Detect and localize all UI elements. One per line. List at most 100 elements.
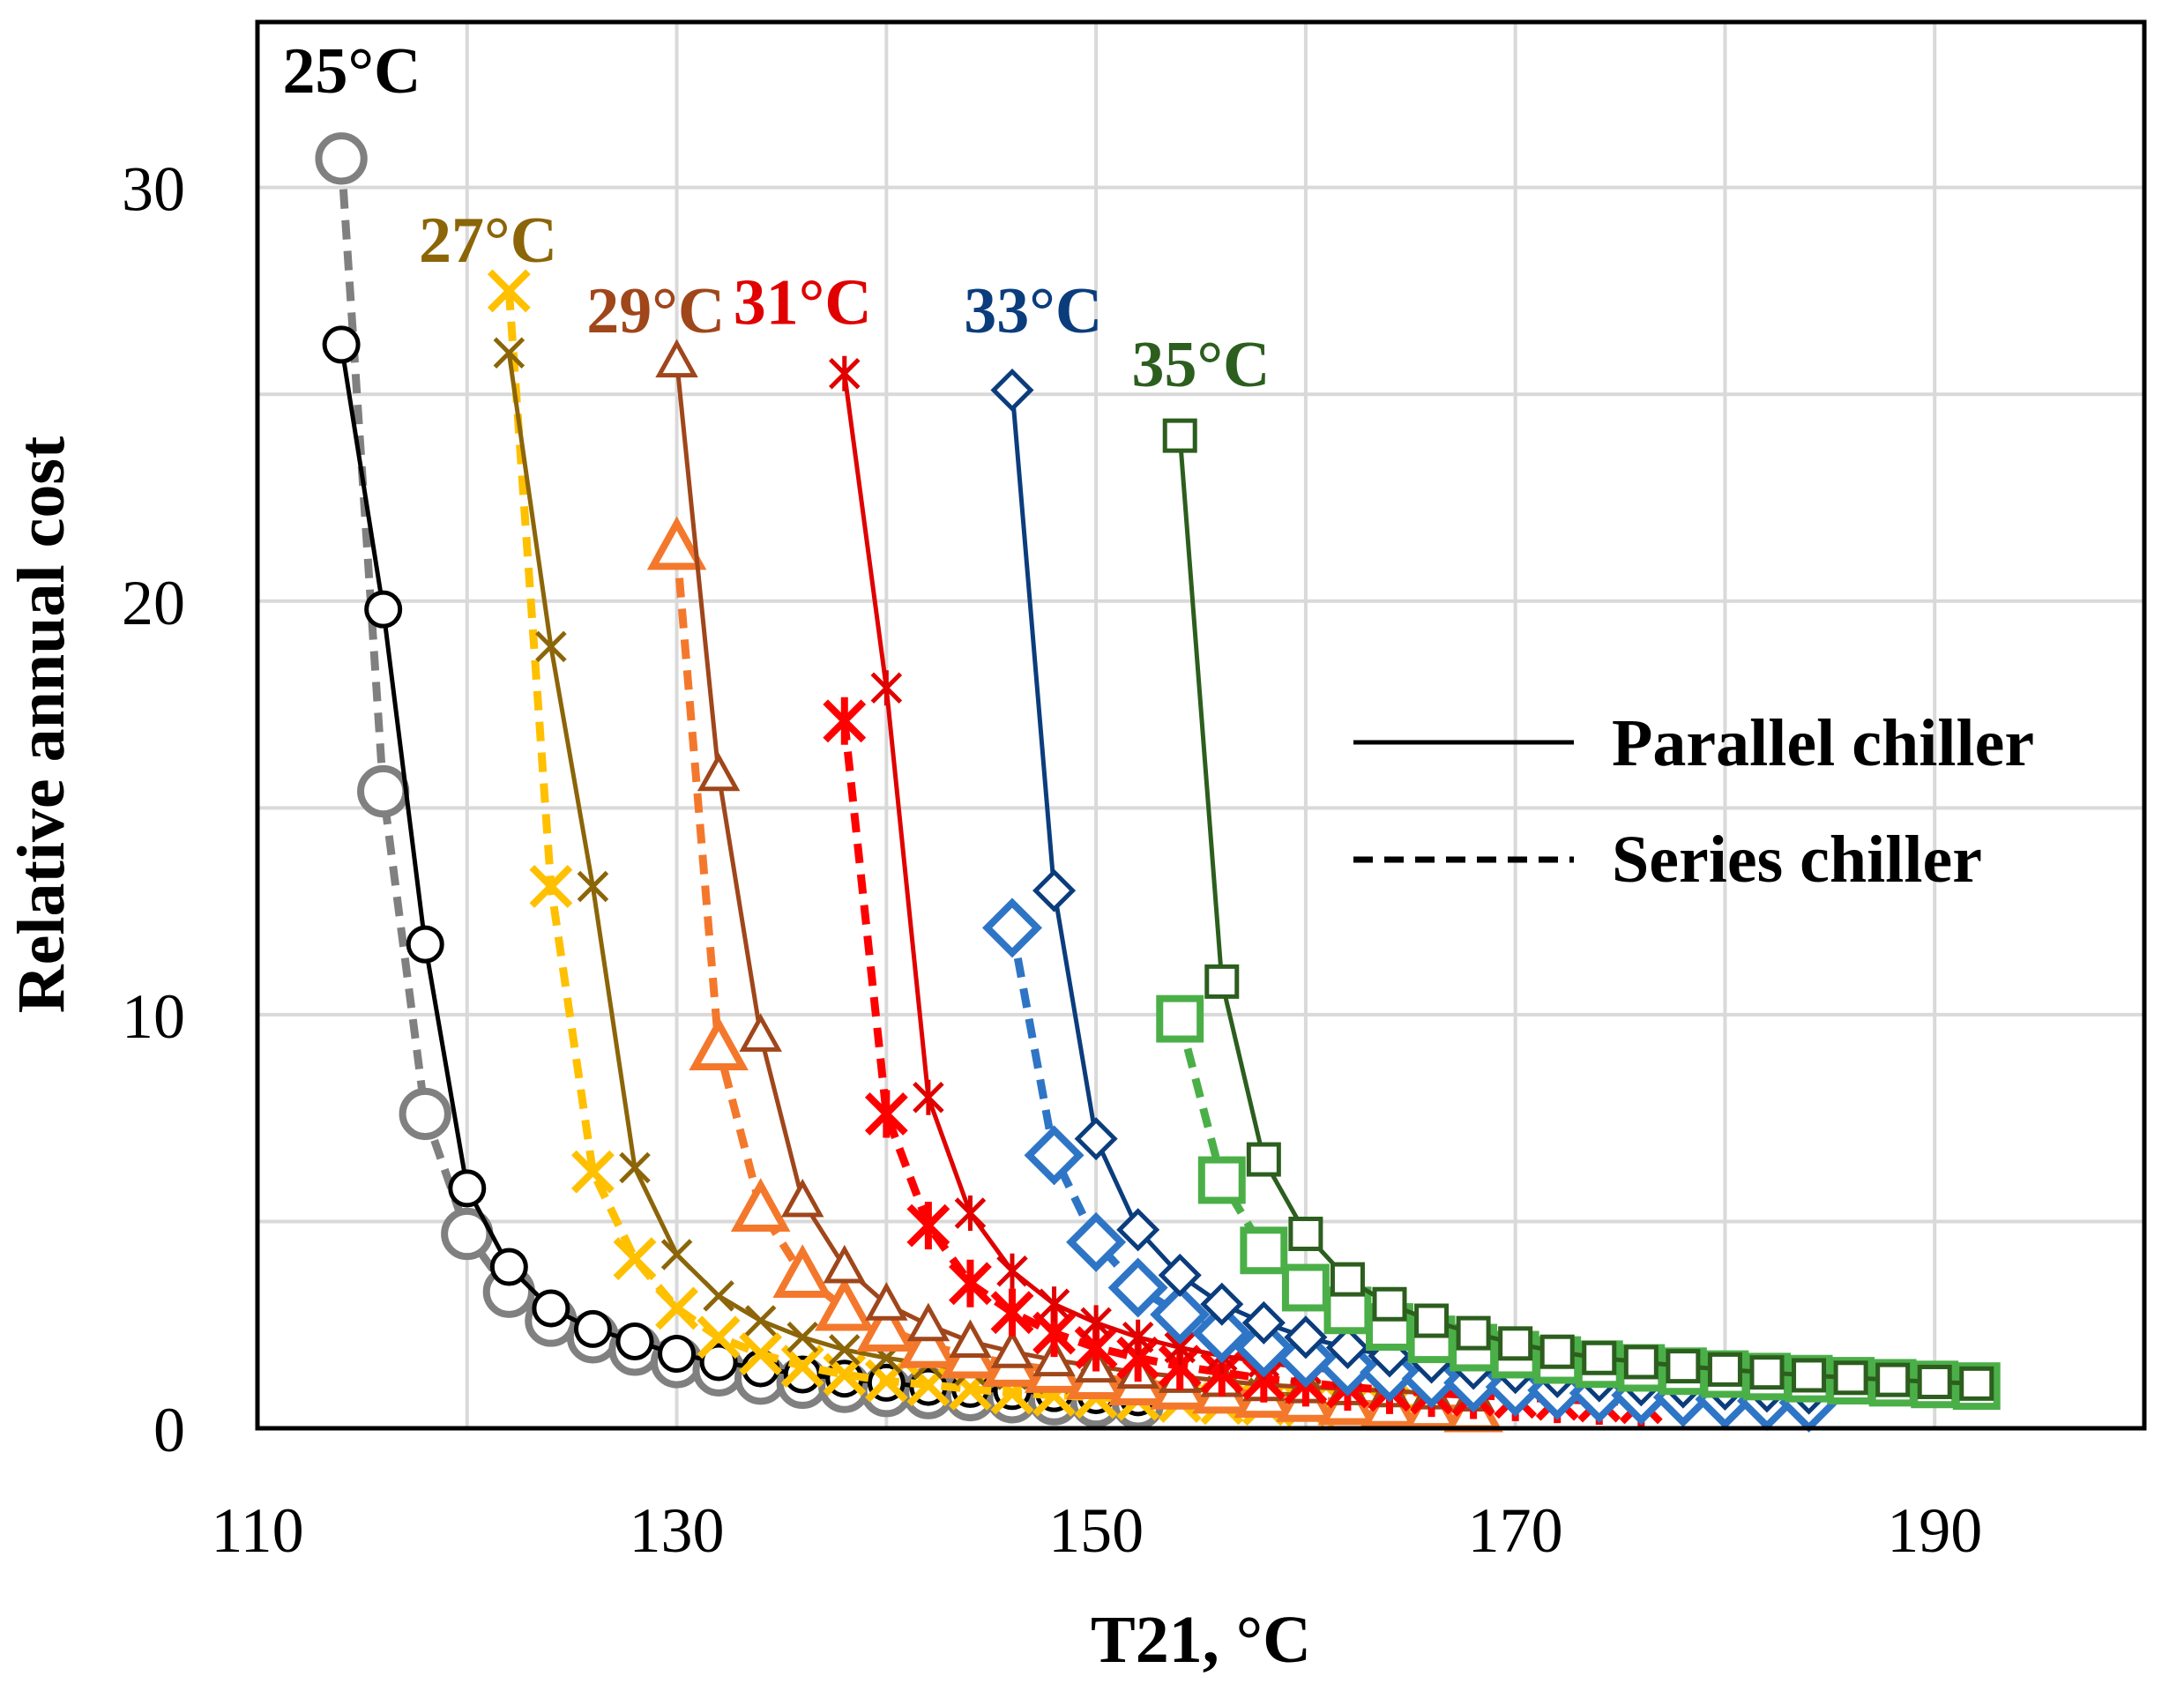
data-point: [981, 898, 1043, 958]
marker-square: [1875, 1362, 1911, 1397]
marker-square: [1372, 1286, 1407, 1322]
marker-diamond: [1241, 1300, 1286, 1345]
data-point: [1246, 1142, 1281, 1177]
marker-asterisk: [996, 1253, 1028, 1289]
marker-x: [697, 1315, 741, 1360]
data-point: [577, 870, 609, 903]
data-point: [856, 1298, 917, 1352]
marker-x: [906, 1363, 950, 1407]
data-point: [898, 1314, 958, 1368]
marker-circle: [364, 590, 403, 629]
marker-diamond: [1116, 1208, 1160, 1252]
data-point: [730, 1178, 791, 1232]
marker-square: [1156, 994, 1204, 1043]
marker-square: [1246, 1142, 1281, 1177]
marker-triangle: [865, 1282, 908, 1321]
data-point: [1372, 1286, 1407, 1322]
data-point: [1284, 1315, 1328, 1360]
marker-square: [1917, 1364, 1952, 1399]
marker-asterisk: [1038, 1286, 1070, 1322]
y-tick-label: 10: [122, 981, 185, 1052]
marker-square: [1833, 1360, 1868, 1396]
group-labels: 25°C 27°C 29°C 31°C 33°C 35°C: [282, 35, 1270, 401]
marker-asterisk: [823, 697, 867, 745]
marker-asterisk: [1122, 1319, 1154, 1355]
marker-triangle: [949, 1319, 992, 1358]
marker-square: [1330, 1262, 1365, 1297]
marker-asterisk: [949, 1259, 992, 1307]
data-point: [949, 1319, 992, 1358]
data-point: [829, 1334, 861, 1366]
data-point: [697, 1315, 741, 1360]
marker-circle: [573, 1309, 612, 1348]
data-point: [1707, 1352, 1742, 1387]
data-point: [990, 1288, 1034, 1337]
marker-triangle: [772, 1244, 833, 1299]
marker-triangle: [856, 1298, 917, 1352]
data-point: [823, 697, 867, 745]
data-point: [1024, 1125, 1085, 1186]
data-point: [1204, 964, 1240, 999]
data-point: [699, 1343, 738, 1382]
axes: [255, 19, 2147, 1431]
plot-frame: [255, 19, 2147, 1431]
marker-diamond: [1107, 1257, 1168, 1318]
data-point: [990, 368, 1034, 413]
group-label: 25°C: [282, 35, 421, 108]
data-point: [870, 670, 903, 706]
data-point: [1107, 1257, 1168, 1318]
data-point: [655, 339, 698, 378]
data-point: [1116, 1208, 1160, 1252]
data-point: [1038, 1286, 1070, 1322]
data-point: [865, 1282, 908, 1321]
marker-triangle: [906, 1302, 950, 1342]
marker-diamond: [1234, 1317, 1294, 1378]
marker-x: [571, 1150, 615, 1194]
marker-diamond: [1325, 1325, 1369, 1370]
marker-triangle: [730, 1178, 791, 1232]
marker-triangle: [646, 516, 707, 570]
data-point: [814, 1277, 875, 1331]
data-point: [493, 337, 526, 369]
group-label: 33°C: [964, 275, 1102, 347]
marker-circle: [448, 1169, 487, 1208]
marker-triangle: [697, 752, 741, 792]
data-point: [1875, 1362, 1911, 1397]
marker-triangle: [990, 1330, 1034, 1368]
data-point: [1666, 1349, 1701, 1384]
data-point: [1792, 1358, 1827, 1393]
marker-diamond: [990, 368, 1034, 413]
x-tick-label: 110: [211, 1495, 303, 1566]
data-point: [646, 516, 707, 570]
marker-asterisk: [954, 1196, 987, 1232]
data-point: [697, 752, 741, 792]
data-point: [1200, 1282, 1244, 1326]
data-point: [487, 269, 531, 313]
marker-triangle: [823, 1244, 867, 1284]
data-point: [906, 1363, 950, 1407]
data-point: [571, 1150, 615, 1194]
marker-triangle: [1032, 1337, 1076, 1377]
marker-square: [1792, 1358, 1827, 1393]
marker-square: [1162, 418, 1197, 453]
marker-x: [829, 1334, 861, 1366]
marker-circle: [489, 1248, 528, 1286]
marker-x: [739, 1332, 783, 1375]
marker-diamond: [1284, 1315, 1328, 1360]
marker-square: [1197, 1156, 1246, 1204]
marker-circle: [399, 1087, 451, 1141]
data-point: [1032, 1337, 1076, 1377]
marker-square: [1582, 1340, 1617, 1375]
data-point: [744, 1305, 777, 1337]
legend-label-series: Series chiller: [1612, 823, 1982, 897]
marker-circle: [322, 325, 361, 364]
marker-square: [1749, 1355, 1785, 1390]
marker-diamond: [1032, 868, 1077, 913]
marker-x: [744, 1305, 777, 1337]
data-point: [489, 1248, 528, 1286]
group-label: 27°C: [419, 205, 557, 277]
data-point: [1582, 1340, 1617, 1375]
marker-asterisk: [906, 1202, 950, 1250]
data-point: [357, 764, 410, 818]
marker-circle: [406, 925, 444, 964]
